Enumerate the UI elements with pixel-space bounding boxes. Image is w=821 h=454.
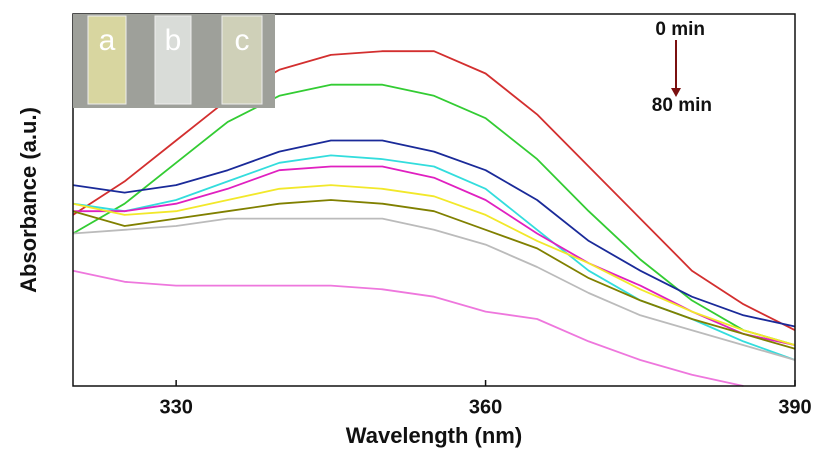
cuvette: [221, 15, 263, 105]
cuvette: [87, 15, 127, 105]
data-line: [72, 184, 796, 346]
x-tick-label: 330: [159, 396, 192, 418]
x-axis-label: Wavelength (nm): [346, 423, 522, 448]
data-line: [72, 83, 796, 346]
data-line: [73, 165, 796, 346]
annotation-end: 80 min: [652, 95, 712, 116]
y-axis-label: Absorbance (a.u.): [16, 107, 41, 293]
data-line: [72, 199, 796, 350]
cuvette: [154, 15, 192, 105]
data-line: [72, 50, 796, 332]
data-line: [72, 269, 744, 387]
data-line: [72, 139, 796, 328]
data-line: [72, 217, 796, 361]
inset-label: a: [99, 24, 116, 57]
x-tick-label: 390: [778, 396, 811, 418]
x-tick-label: 360: [469, 396, 502, 418]
inset-label: b: [165, 24, 182, 57]
plot-frame: [72, 13, 796, 387]
arrow-head: [671, 88, 681, 97]
annotation-start: 0 min: [655, 19, 705, 40]
inset-photo: [73, 14, 275, 108]
inset-label: c: [235, 24, 250, 57]
